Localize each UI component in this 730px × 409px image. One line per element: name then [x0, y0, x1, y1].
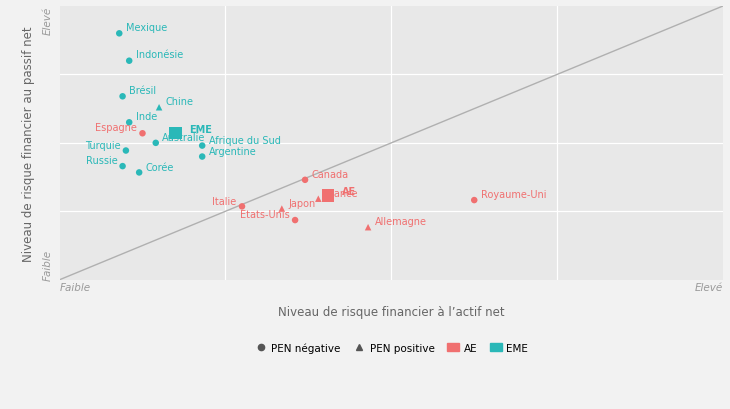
Point — [237, 204, 248, 210]
Text: Japon: Japon — [288, 198, 315, 208]
X-axis label: Niveau de risque financier à l’actif net: Niveau de risque financier à l’actif net — [278, 305, 504, 318]
Text: Royaume-Uni: Royaume-Uni — [481, 190, 546, 200]
Text: Elevé: Elevé — [695, 283, 723, 293]
Text: Inde: Inde — [136, 112, 157, 122]
Text: Allemagne: Allemagne — [374, 217, 427, 227]
Point — [299, 177, 311, 184]
Point — [117, 164, 128, 170]
Text: Espagne: Espagne — [96, 123, 137, 133]
Text: Faible: Faible — [43, 249, 53, 280]
Text: EME: EME — [189, 125, 212, 135]
Text: Canada: Canada — [312, 170, 349, 180]
Text: Corée: Corée — [146, 162, 174, 172]
Point — [113, 31, 125, 38]
Point — [312, 196, 324, 202]
Point — [196, 143, 208, 150]
Point — [323, 193, 334, 199]
Point — [469, 197, 480, 204]
Y-axis label: Niveau de risque financier au passif net: Niveau de risque financier au passif net — [22, 26, 34, 261]
Point — [289, 217, 301, 224]
Point — [276, 206, 288, 212]
Point — [134, 170, 145, 176]
Text: Chine: Chine — [166, 97, 193, 107]
Point — [120, 148, 131, 155]
Text: France: France — [325, 189, 358, 198]
Text: Mexique: Mexique — [126, 23, 167, 33]
Text: Etats-Unis: Etats-Unis — [240, 210, 290, 220]
Point — [137, 130, 148, 137]
Point — [123, 58, 135, 65]
Text: AE: AE — [342, 187, 356, 197]
Text: Turquie: Turquie — [85, 140, 120, 151]
Text: Afrique du Sud: Afrique du Sud — [209, 135, 281, 146]
Point — [170, 130, 182, 137]
Point — [153, 105, 165, 111]
Text: Elevé: Elevé — [43, 7, 53, 35]
Text: Australie: Australie — [162, 133, 206, 143]
Point — [123, 120, 135, 126]
Text: Brésil: Brésil — [129, 86, 156, 96]
Text: Indonésie: Indonésie — [136, 50, 183, 60]
Point — [117, 94, 128, 100]
Text: Faible: Faible — [60, 283, 91, 293]
Text: Argentine: Argentine — [209, 146, 256, 156]
Text: Russie: Russie — [85, 156, 118, 166]
Legend: PEN négative, PEN positive, AE, EME: PEN négative, PEN positive, AE, EME — [250, 338, 532, 357]
Text: Italie: Italie — [212, 196, 237, 206]
Point — [150, 140, 161, 147]
Point — [196, 154, 208, 160]
Point — [362, 225, 374, 231]
